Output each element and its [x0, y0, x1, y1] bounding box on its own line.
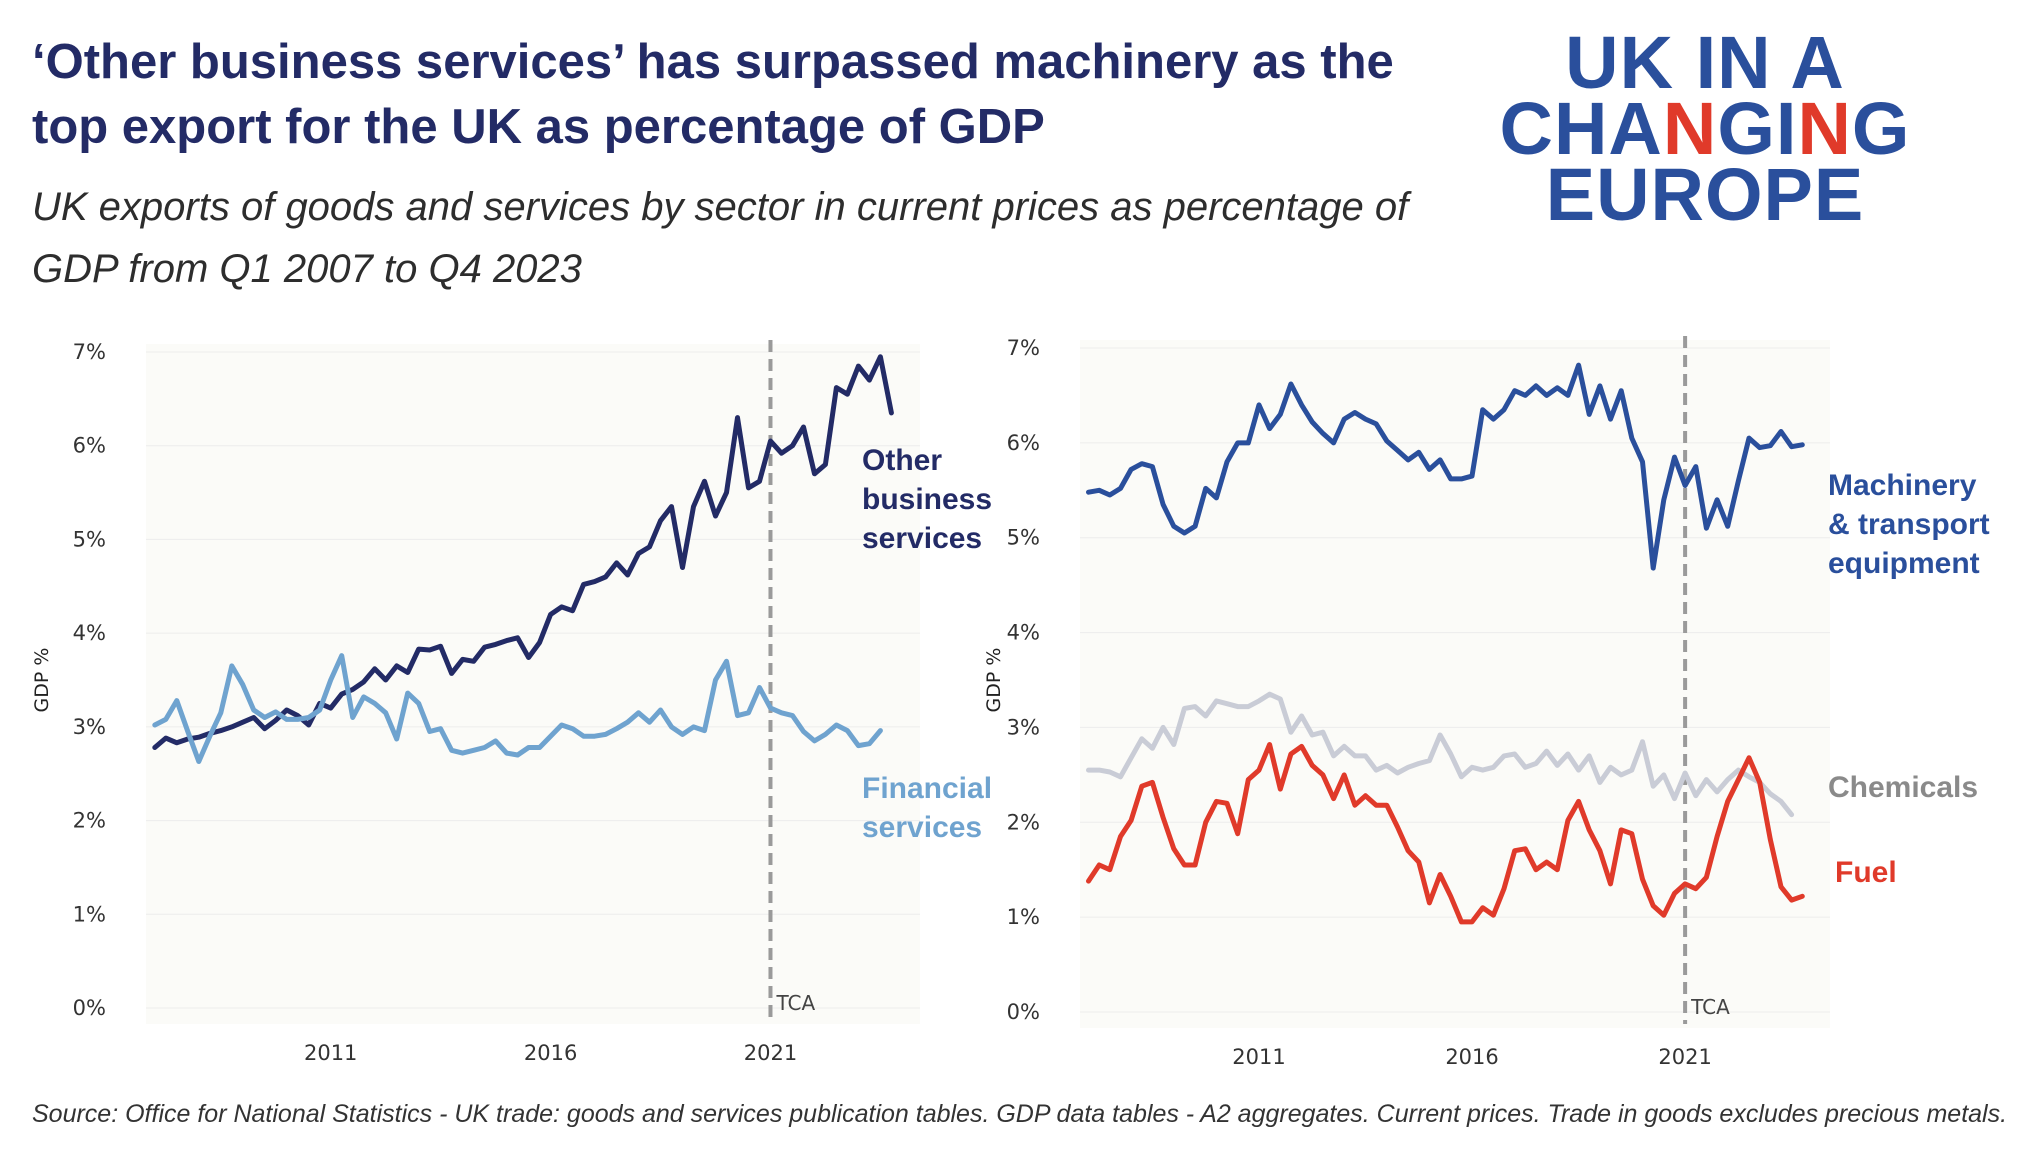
logo-line-1: UK IN A: [1565, 21, 1845, 104]
y-axis-title: GDP %: [31, 648, 53, 713]
y-tick-label: 0%: [73, 996, 106, 1020]
series-line-other-business-services: [152, 354, 894, 750]
series-label: Financial services: [862, 772, 992, 844]
chart-panel-2: 0% 1% 2% 3% 4% 5% 6% 7% 2011 2016 2021 GDP % TCA Mach…: [983, 336, 1990, 1069]
y-tick-label: 3%: [73, 715, 106, 739]
y-tick-label: 1%: [73, 902, 106, 926]
chart-panel-1: 0% 1% 2% 3% 4% 5% 6% 7% 2011 2016 2021 GDP % TCA Othe…: [31, 340, 992, 1065]
x-tick-label: 2016: [524, 1041, 577, 1065]
y-tick-label: 0%: [1007, 1000, 1040, 1024]
source-note: Source: Office for National Statistics -…: [32, 1100, 2008, 1128]
series-label: Other business services: [862, 444, 992, 555]
plot-background: [1080, 340, 1830, 1028]
x-tick-label: 2011: [304, 1041, 357, 1065]
chart-subtitle: UK exports of goods and services by sect…: [32, 185, 1409, 291]
y-tick-label: 4%: [1007, 621, 1040, 645]
chart-title: ‘Other business services’ has surpassed …: [32, 35, 1394, 154]
series-label: Machinery & transport equipment: [1828, 469, 1990, 580]
y-tick-label: 6%: [1007, 431, 1040, 455]
logo-line-2: CHANGING: [1499, 87, 1911, 170]
x-tick-label: 2021: [744, 1041, 797, 1065]
y-axis-title: GDP %: [983, 648, 1005, 713]
series-line-machinery-transport-equipment: [1086, 362, 1805, 571]
y-tick-label: 7%: [73, 340, 106, 364]
tca-label: TCA: [775, 991, 815, 1015]
logo-line-3: EUROPE: [1545, 153, 1865, 236]
y-tick-label: 3%: [1007, 715, 1040, 739]
y-tick-label: 2%: [1007, 810, 1040, 834]
plot-background: [146, 344, 920, 1024]
series-label: Fuel: [1835, 856, 1897, 889]
y-tick-label: 5%: [1007, 526, 1040, 550]
series-line-chemicals: [1086, 691, 1795, 818]
x-tick-label: 2011: [1232, 1045, 1285, 1069]
y-tick-label: 5%: [73, 527, 106, 551]
series-line-financial-services: [152, 653, 883, 764]
y-tick-label: 1%: [1007, 905, 1040, 929]
uk-in-a-changing-europe-logo: UK IN A CHANGING EUROPE: [1470, 21, 1940, 236]
series-line-fuel: [1086, 742, 1805, 925]
y-tick-label: 7%: [1007, 336, 1040, 360]
y-tick-label: 4%: [73, 621, 106, 645]
charts-area: 0% 1% 2% 3% 4% 5% 6% 7% 2011 2016 2021 GDP % TCA Othe…: [31, 336, 1990, 1069]
y-tick-label: 6%: [73, 434, 106, 458]
y-tick-label: 2%: [73, 809, 106, 833]
x-tick-label: 2021: [1658, 1045, 1711, 1069]
x-tick-label: 2016: [1445, 1045, 1498, 1069]
tca-label: TCA: [1690, 995, 1730, 1019]
series-label: Chemicals: [1828, 771, 1978, 804]
